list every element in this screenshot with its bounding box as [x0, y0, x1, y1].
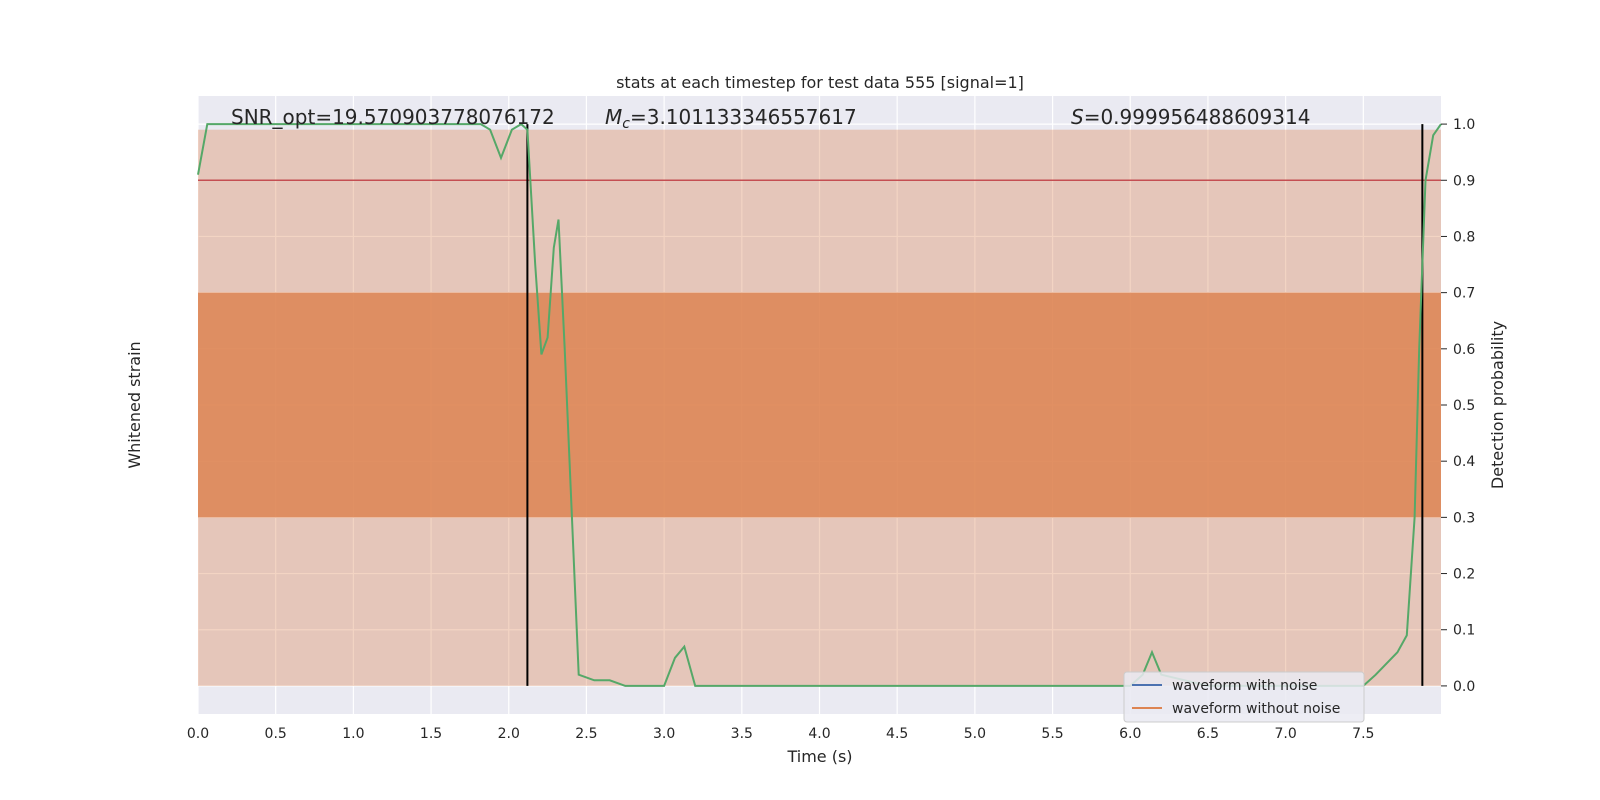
x-axis-ticks: 0.0 0.5 1.0 1.5 2.0 2.5 3.0 3.5 4.0 4.5 5.0 5.5 6.0 6… [187, 726, 1375, 742]
x-tick-label-7: 3.5 [731, 726, 753, 742]
y-tick-label-8: 0.8 [1453, 229, 1475, 245]
x-tick-label-5: 2.5 [575, 726, 597, 742]
y-tick-label-9: 0.9 [1453, 173, 1475, 189]
chirp-mass-annotation: Mc=3.101133346557617 [605, 105, 857, 132]
chirp-mass-subscript: c [622, 116, 630, 132]
x-tick-label-0: 0.0 [187, 726, 209, 742]
legend-label-waveform-with-noise: waveform with noise [1172, 678, 1317, 694]
score-value: =0.999956488609314 [1084, 105, 1311, 129]
snr-annotation: SNR_opt=19.570903778076172 [231, 105, 555, 129]
y-tick-label-4: 0.4 [1453, 454, 1475, 470]
y-tick-label-10: 1.0 [1453, 117, 1475, 133]
y-tick-label-3: 0.3 [1453, 510, 1475, 526]
score-symbol: S [1071, 105, 1084, 129]
right-axis-label: Detection probability [1488, 321, 1507, 489]
x-tick-label-8: 4.0 [808, 726, 830, 742]
legend: waveform with noise waveform without noi… [1123, 671, 1365, 723]
x-tick-label-1: 0.5 [265, 726, 287, 742]
y-tick-label-7: 0.7 [1453, 286, 1475, 302]
x-tick-label-12: 6.0 [1119, 726, 1141, 742]
legend-box [1123, 671, 1365, 723]
x-tick-label-14: 7.0 [1274, 726, 1296, 742]
legend-label-waveform-without-noise: waveform without noise [1172, 701, 1340, 717]
x-tick-label-6: 3.0 [653, 726, 675, 742]
waveform-band-core [198, 292, 1441, 518]
chirp-mass-value: =3.101133346557617 [630, 105, 857, 129]
y-tick-label-6: 0.6 [1453, 342, 1475, 358]
score-annotation: S=0.999956488609314 [1071, 105, 1310, 129]
x-tick-label-9: 4.5 [886, 726, 908, 742]
left-axis-label: Whitened strain [125, 341, 144, 468]
x-tick-label-11: 5.5 [1041, 726, 1063, 742]
detection-probability-line [197, 122, 1442, 687]
right-axis-ticks: 0.0 0.1 0.2 0.3 0.4 0.5 0.6 0.7 0.8 0.9 1.0 [1441, 117, 1475, 695]
y-tick-label-1: 0.1 [1453, 623, 1475, 639]
x-tick-label-3: 1.5 [420, 726, 442, 742]
x-tick-label-4: 2.0 [498, 726, 520, 742]
y-tick-label-0: 0.0 [1453, 679, 1475, 695]
chart-title: stats at each timestep for test data 555… [616, 73, 1024, 92]
x-tick-label-2: 1.0 [342, 726, 364, 742]
chirp-mass-symbol: M [605, 105, 622, 129]
signal-boundary-lines [526, 124, 1424, 686]
x-tick-label-10: 5.0 [964, 726, 986, 742]
x-tick-label-13: 6.5 [1197, 726, 1219, 742]
y-tick-label-5: 0.5 [1453, 398, 1475, 414]
x-axis-label: Time (s) [786, 747, 852, 766]
waveform-without-noise-band [198, 129, 1441, 686]
y-tick-label-2: 0.2 [1453, 567, 1475, 583]
x-tick-label-15: 7.5 [1352, 726, 1374, 742]
